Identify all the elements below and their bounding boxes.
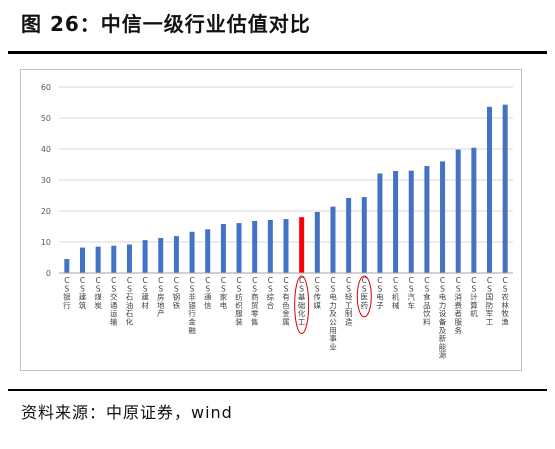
footer-divider: [8, 389, 547, 391]
bar-4: [126, 244, 132, 273]
x-tick-label: C S 家电: [220, 276, 228, 310]
x-tick-label: C S 消费者服务: [454, 276, 462, 335]
chart-frame: 0 10 20 30 40 50 60 C S 银行 C S 建筑 C S 煤炭 C S 交通运输 C S 石油石化 C S…: [20, 69, 522, 371]
figure-title: 图 26：中信一级行业估值对比: [21, 12, 311, 36]
bar-11: [236, 223, 242, 273]
x-tick-label: C S 银行: [63, 276, 71, 310]
x-tick-label: C S 煤炭: [94, 276, 102, 310]
x-axis-labels: C S 银行 C S 建筑 C S 煤炭 C S 交通运输 C S 石油石化 C S 建材 C S 房地产 C S 钢铁 C S 非…: [63, 276, 509, 360]
x-tick-label: C S 机械: [392, 276, 400, 310]
bar-19: [361, 197, 367, 273]
y-tick-label: 10: [41, 238, 51, 247]
bar-25: [455, 149, 461, 273]
bar-22: [408, 170, 414, 273]
x-tick-label: C S 石油石化: [126, 276, 134, 327]
bar-18: [346, 197, 352, 273]
x-tick-label: C S 轻工制造: [345, 276, 353, 327]
title-divider: [8, 51, 547, 54]
x-tick-label: C S 纺织服装: [235, 276, 243, 327]
bar-8: [189, 231, 195, 273]
bar-12: [252, 220, 258, 273]
x-tick-label: C S 房地产: [157, 276, 165, 318]
x-tick-label: C S 农林牧渔: [501, 276, 509, 327]
bar-0: [64, 259, 70, 273]
x-tick-label: C S 基础化工: [298, 276, 306, 327]
y-tick-label: 60: [41, 83, 51, 92]
x-tick-label: C S 食品饮料: [423, 276, 431, 327]
bar-7: [173, 236, 179, 273]
source-note: 资料来源：中原证券，wind: [21, 403, 233, 422]
x-tick-label: C S 汽车: [407, 276, 415, 310]
bar-15: [299, 217, 305, 273]
bar-28: [502, 104, 508, 273]
x-tick-label: C S 综合: [267, 276, 275, 310]
x-tick-label: C S 有色金属: [282, 276, 290, 327]
bar-3: [111, 245, 117, 273]
x-tick-label: C S 国防军工: [486, 276, 494, 327]
x-tick-label: C S 建筑: [79, 276, 87, 310]
x-tick-label: C S 计算机: [470, 276, 478, 318]
bar-6: [158, 237, 164, 273]
bar-26: [471, 147, 477, 273]
y-tick-label: 50: [41, 114, 51, 123]
y-tick-label: 20: [41, 207, 51, 216]
x-tick-label: C S 非银行金融: [188, 276, 196, 335]
bars: [64, 104, 508, 273]
x-tick-label: C S 电力设备及新能源: [439, 276, 447, 360]
x-tick-label: C S 通信: [204, 276, 212, 310]
bar-13: [267, 219, 273, 273]
gridlines: [59, 86, 513, 243]
bar-23: [424, 166, 430, 273]
highlight-circle: [356, 275, 372, 318]
y-tick-label: 40: [41, 145, 51, 154]
x-tick-label: C S 电子: [376, 276, 384, 310]
x-tick-label: C S 建材: [141, 276, 149, 310]
y-axis-ticks: 0 10 20 30 40 50 60: [41, 83, 51, 278]
x-tick-label: C S 钢铁: [173, 276, 181, 310]
bar-21: [393, 171, 399, 273]
bar-2: [95, 246, 101, 273]
bar-17: [330, 206, 336, 273]
bar-16: [314, 211, 320, 273]
bar-9: [205, 229, 211, 273]
x-tick-label: C S 电力及公用事业: [329, 276, 337, 351]
y-tick-label: 0: [46, 269, 51, 278]
bar-1: [79, 247, 85, 273]
bar-20: [377, 173, 383, 273]
x-tick-label: C S 交通运输: [110, 276, 118, 327]
x-tick-label: C S 商贸零售: [251, 276, 259, 327]
bar-14: [283, 219, 289, 273]
y-tick-label: 30: [41, 176, 51, 185]
bar-10: [220, 224, 226, 273]
x-tick-label: C S 医药: [361, 276, 369, 310]
highlight-circles: [294, 275, 372, 334]
bar-5: [142, 240, 148, 273]
highlight-circle: [294, 275, 310, 334]
x-tick-label: C S 传媒: [314, 276, 322, 310]
bar-24: [440, 161, 446, 273]
bar-27: [487, 106, 493, 273]
